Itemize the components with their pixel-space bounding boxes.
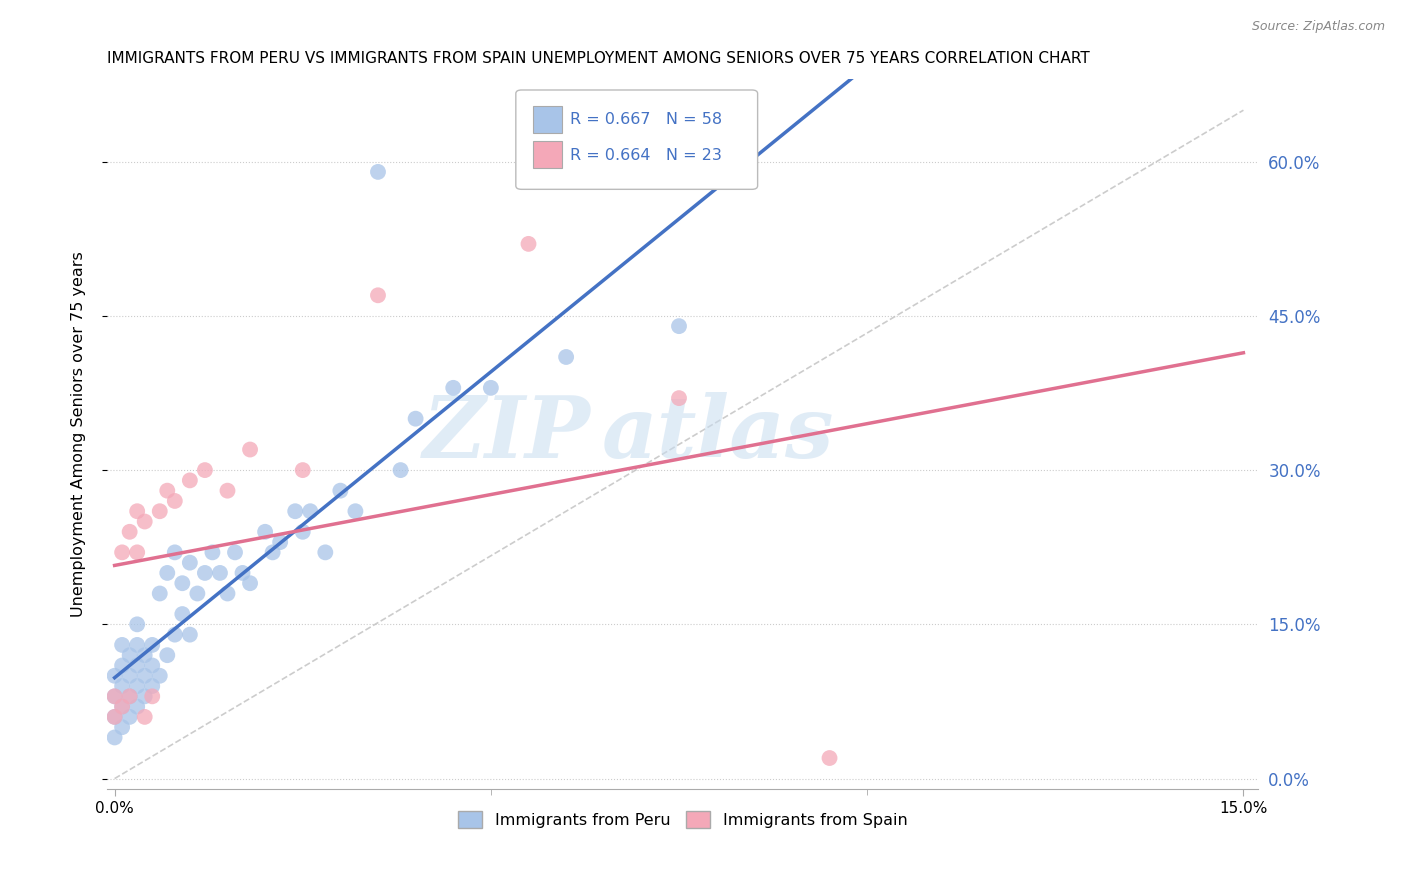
Point (104, 731, 127, 745)
Point (111, 638, 134, 652)
Point (156, 648, 179, 663)
Point (141, 679, 163, 693)
Text: Source: ZipAtlas.com: Source: ZipAtlas.com (1251, 20, 1385, 33)
Point (118, 690, 141, 704)
Point (254, 524, 277, 539)
Point (269, 535, 291, 549)
Point (441, 381, 464, 395)
Y-axis label: Unemployment Among Seniors over 75 years: Unemployment Among Seniors over 75 years (72, 252, 86, 617)
Point (172, 576, 194, 591)
Point (194, 463, 217, 477)
Point (104, 690, 127, 704)
Point (134, 515, 156, 529)
Point (149, 504, 172, 518)
Point (186, 586, 208, 600)
Point (127, 699, 149, 714)
Point (367, 288, 389, 302)
Point (668, 319, 690, 334)
Point (141, 658, 163, 673)
Point (111, 720, 134, 734)
Point (118, 524, 141, 539)
Point (118, 710, 141, 724)
Point (163, 494, 186, 508)
Text: R = 0.667   N = 58: R = 0.667 N = 58 (569, 112, 723, 128)
Point (201, 545, 224, 559)
Point (217, 483, 239, 498)
Point (208, 566, 231, 580)
Point (224, 545, 246, 559)
Point (344, 504, 367, 518)
Point (555, 350, 578, 364)
Point (239, 442, 262, 457)
Point (104, 710, 127, 724)
Point (127, 638, 149, 652)
Point (149, 669, 172, 683)
Point (329, 483, 352, 498)
Text: R = 0.664   N = 23: R = 0.664 N = 23 (569, 148, 721, 163)
Point (111, 545, 134, 559)
Point (179, 627, 201, 641)
Point (172, 607, 194, 621)
Point (118, 648, 141, 663)
Point (231, 566, 253, 580)
Point (134, 710, 156, 724)
Bar (533, 141, 562, 168)
Point (389, 463, 412, 477)
Point (127, 679, 149, 693)
Point (284, 504, 307, 518)
Point (156, 566, 179, 580)
Point (141, 638, 163, 652)
Point (104, 710, 127, 724)
Point (668, 391, 690, 405)
Point (111, 699, 134, 714)
Point (314, 545, 336, 559)
Bar (533, 105, 562, 133)
Point (111, 658, 134, 673)
Text: ZIP: ZIP (423, 392, 591, 475)
Point (517, 236, 540, 251)
Point (149, 586, 172, 600)
FancyBboxPatch shape (516, 90, 758, 189)
Point (163, 627, 186, 641)
Point (179, 556, 201, 570)
Point (367, 165, 389, 179)
Point (104, 690, 127, 704)
Point (239, 576, 262, 591)
Point (291, 524, 314, 539)
Point (118, 690, 141, 704)
Point (111, 699, 134, 714)
Point (118, 669, 141, 683)
Point (127, 504, 149, 518)
Point (134, 648, 156, 663)
Point (179, 474, 201, 488)
Point (111, 679, 134, 693)
Point (127, 617, 149, 632)
Point (141, 690, 163, 704)
Point (104, 669, 127, 683)
Point (156, 483, 179, 498)
Text: atlas: atlas (602, 392, 835, 475)
Point (217, 586, 239, 600)
Point (127, 658, 149, 673)
Point (134, 669, 156, 683)
Point (405, 411, 427, 425)
Legend: Immigrants from Peru, Immigrants from Spain: Immigrants from Peru, Immigrants from Sp… (451, 805, 914, 834)
Point (194, 566, 217, 580)
Point (818, 751, 841, 765)
Point (299, 504, 322, 518)
Point (479, 381, 502, 395)
Point (127, 545, 149, 559)
Point (163, 545, 186, 559)
Point (134, 690, 156, 704)
Text: IMMIGRANTS FROM PERU VS IMMIGRANTS FROM SPAIN UNEMPLOYMENT AMONG SENIORS OVER 75: IMMIGRANTS FROM PERU VS IMMIGRANTS FROM … (107, 51, 1090, 66)
Point (262, 545, 284, 559)
Point (291, 463, 314, 477)
